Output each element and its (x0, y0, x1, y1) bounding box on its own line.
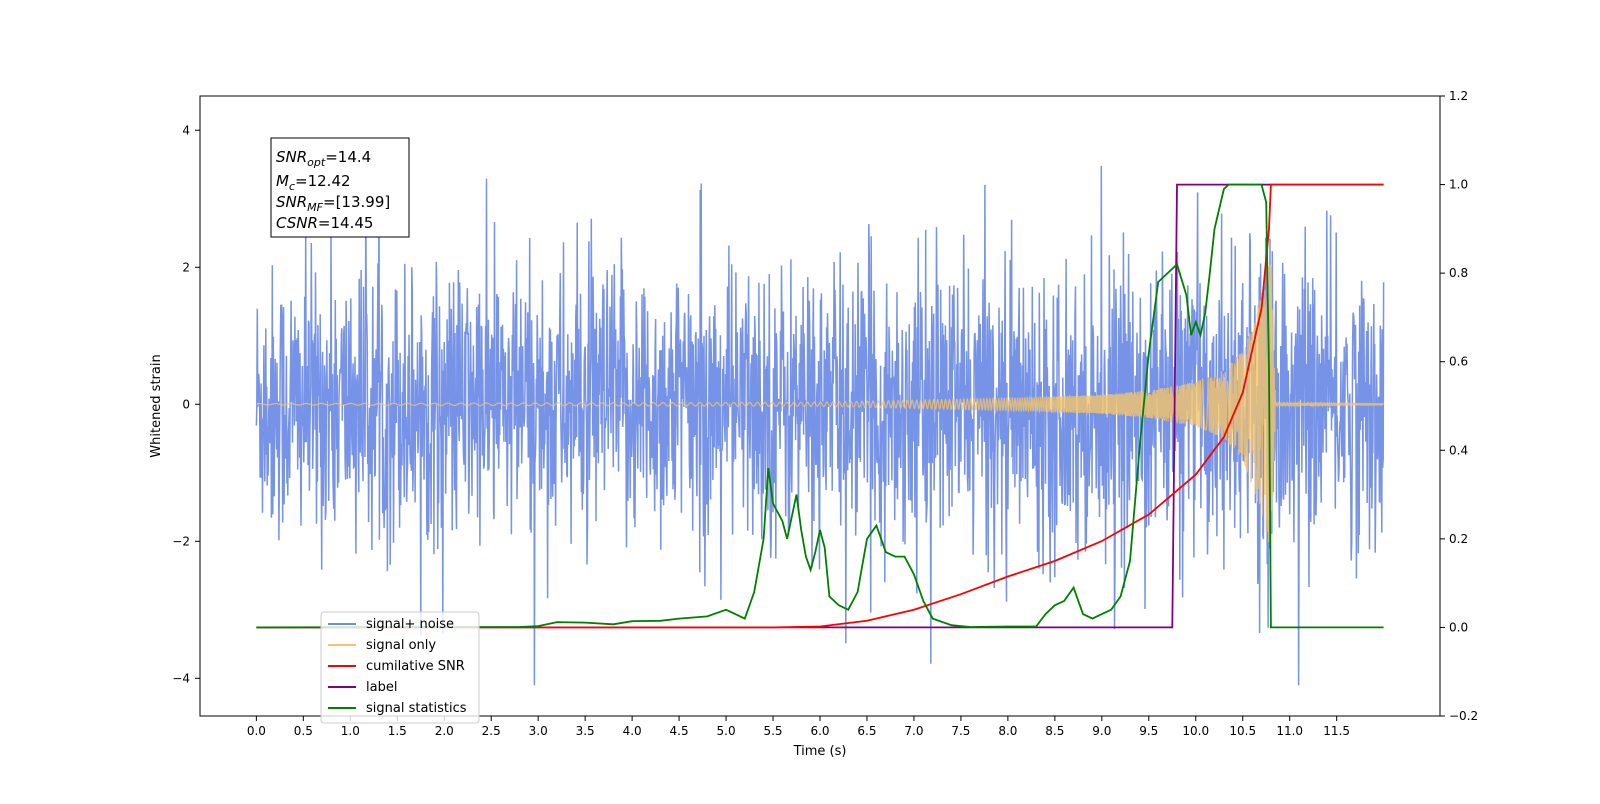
x-tick-label: 5.0 (717, 724, 736, 738)
legend: signal+ noise signal only cumilative SNR… (320, 611, 480, 724)
x-tick-label: 9.5 (1139, 724, 1158, 738)
annotation-snr-opt-value: =14.4 (325, 148, 371, 166)
series-line-cumulative-snr (256, 183, 1384, 629)
annotation-mc: Mc=12.42 (276, 172, 351, 193)
axes-layer: 0.0 0.5 1.0 1.5 2.0 2.5 3.0 3.5 4.0 4.5 5.0 5.5 6.0 6… (172, 89, 1478, 738)
annotation-csnr: CSNR=14.45 (276, 214, 373, 232)
x-tick-label: 11.5 (1323, 724, 1350, 738)
x-tick-label: 6.0 (810, 724, 829, 738)
legend-label-signal-only: signal only (366, 638, 436, 653)
y-tick-label: −4 (172, 671, 190, 685)
annotation-snr-opt-base: SNR (276, 148, 307, 166)
annotation-frame (270, 137, 410, 238)
y2-tick-label: 0.0 (1449, 620, 1468, 634)
annotation-snr-opt-sub: opt (307, 156, 326, 169)
x-tick-label: 4.0 (623, 724, 642, 738)
x-tick-label: 9.0 (1092, 724, 1111, 738)
x-tick-label: 2.0 (435, 724, 454, 738)
y-tick-label: −2 (172, 534, 190, 548)
annotation-mc-base: M (276, 172, 289, 190)
stats-annotation-box: SNRopt=14.4 Mc=12.42 SNRMF=[13.99] CSNR=… (270, 137, 410, 238)
series-line-signal-only (256, 264, 1385, 555)
legend-label-cumulative-snr: cumilative SNR (366, 659, 465, 674)
x-tick-label: 7.5 (951, 724, 970, 738)
x-tick-label: 3.0 (529, 724, 548, 738)
annotation-snr-mf-sub: MF (307, 201, 323, 214)
x-tick-label: 8.0 (998, 724, 1017, 738)
annotation-mc-value: =12.42 (295, 172, 351, 190)
y2-tick-label: 0.4 (1449, 443, 1468, 457)
annotation-csnr-base: CSNR (276, 214, 318, 232)
annotation-snr-opt: SNRopt=14.4 (276, 148, 371, 169)
x-tick-label: 2.5 (482, 724, 501, 738)
y2-tick-label: 0.2 (1449, 532, 1468, 546)
legend-label-signal-statistics: signal statistics (366, 701, 467, 716)
y2-tick-label: −0.2 (1449, 709, 1478, 723)
legend-frame (320, 611, 480, 724)
y2-tick-label: 0.8 (1449, 266, 1468, 280)
x-tick-label: 8.5 (1045, 724, 1064, 738)
x-tick-label: 1.5 (388, 724, 407, 738)
annotation-csnr-value: =14.45 (318, 214, 374, 232)
y-axis-label: Whitened strain (149, 354, 164, 457)
annotation-mc-sub: c (289, 180, 295, 193)
series-layer (255, 142, 1385, 686)
x-tick-label: 11.0 (1276, 724, 1303, 738)
annotation-snr-mf-base: SNR (276, 193, 307, 211)
x-tick-label: 7.0 (904, 724, 923, 738)
x-tick-label: 10.5 (1229, 724, 1256, 738)
y2-tick-label: 1.2 (1449, 89, 1468, 103)
x-tick-label: 10.0 (1182, 724, 1209, 738)
series-line-signal-statistics (256, 183, 1384, 629)
legend-label-label: label (366, 680, 397, 695)
y-tick-label: 2 (182, 260, 190, 274)
x-tick-label: 0.5 (294, 724, 313, 738)
y2-tick-label: 1.0 (1449, 178, 1468, 192)
x-tick-label: 3.5 (576, 724, 595, 738)
y2-tick-label: 0.6 (1449, 355, 1468, 369)
legend-label-signal-noise: signal+ noise (366, 617, 454, 632)
annotation-snr-mf: SNRMF=[13.99] (276, 193, 390, 214)
x-tick-label: 5.5 (763, 724, 782, 738)
x-tick-label: 0.0 (247, 724, 266, 738)
x-tick-label: 4.5 (670, 724, 689, 738)
x-tick-label: 6.5 (857, 724, 876, 738)
x-tick-label: 1.0 (341, 724, 360, 738)
y-tick-label: 0 (182, 397, 190, 411)
annotation-snr-mf-value: =[13.99] (323, 193, 390, 211)
y-tick-label: 4 (182, 123, 190, 137)
x-axis-label: Time (s) (793, 744, 847, 759)
series-line-signal-noise (255, 142, 1385, 686)
